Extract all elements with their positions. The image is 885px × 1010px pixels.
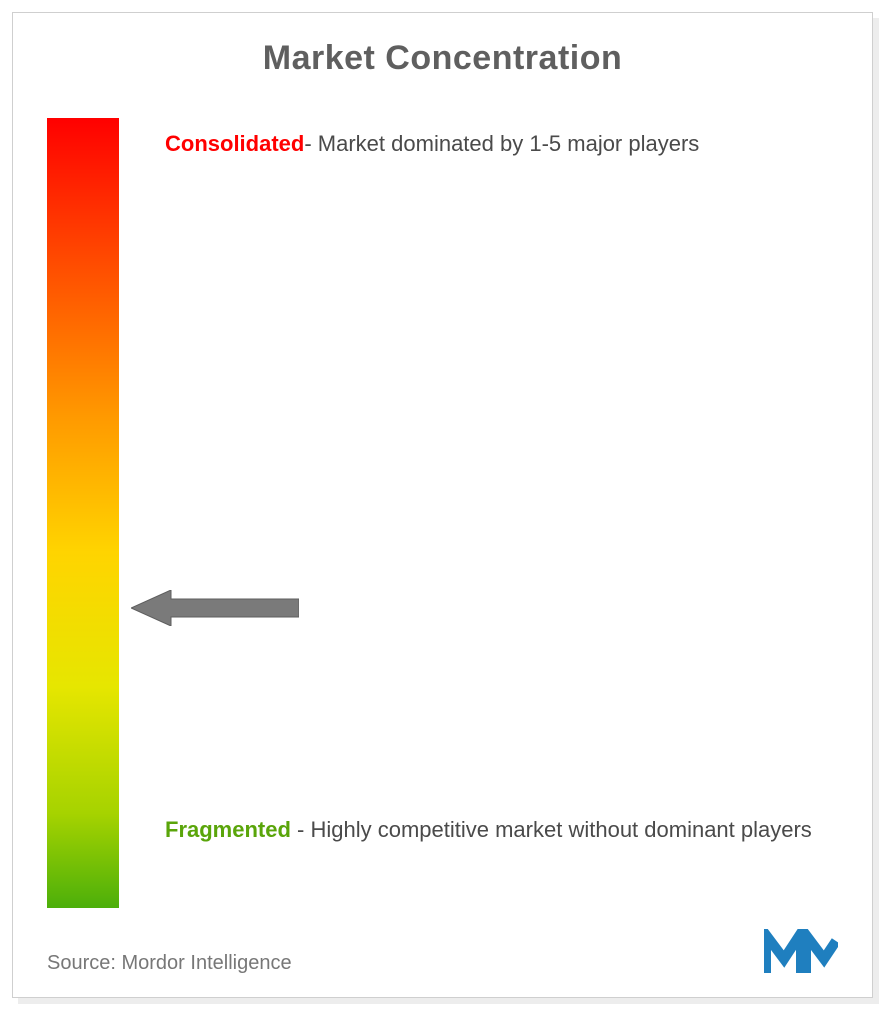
chart-title: Market Concentration xyxy=(47,39,838,78)
consolidated-separator: - xyxy=(304,131,317,156)
chart-body: Consolidated- Market dominated by 1-5 ma… xyxy=(47,118,838,908)
arrow-shape xyxy=(131,590,299,626)
consolidated-description: Consolidated- Market dominated by 1-5 ma… xyxy=(165,120,828,168)
fragmented-separator: - xyxy=(291,817,311,842)
source-text: Source: Mordor Intelligence xyxy=(47,952,292,975)
concentration-gradient-bar xyxy=(47,118,119,908)
fragmented-description: Fragmented - Highly competitive market w… xyxy=(165,806,828,854)
market-concentration-card: Market Concentration Consolidated- Marke… xyxy=(12,12,873,998)
consolidated-text: Market dominated by 1-5 major players xyxy=(318,131,700,156)
fragmented-label: Fragmented xyxy=(165,817,291,842)
logo-path xyxy=(766,933,836,973)
consolidated-label: Consolidated xyxy=(165,131,304,156)
brand-logo-icon xyxy=(764,929,838,975)
position-indicator-arrow xyxy=(131,590,299,626)
card-footer: Source: Mordor Intelligence xyxy=(47,929,838,975)
fragmented-text: Highly competitive market without domina… xyxy=(310,817,811,842)
